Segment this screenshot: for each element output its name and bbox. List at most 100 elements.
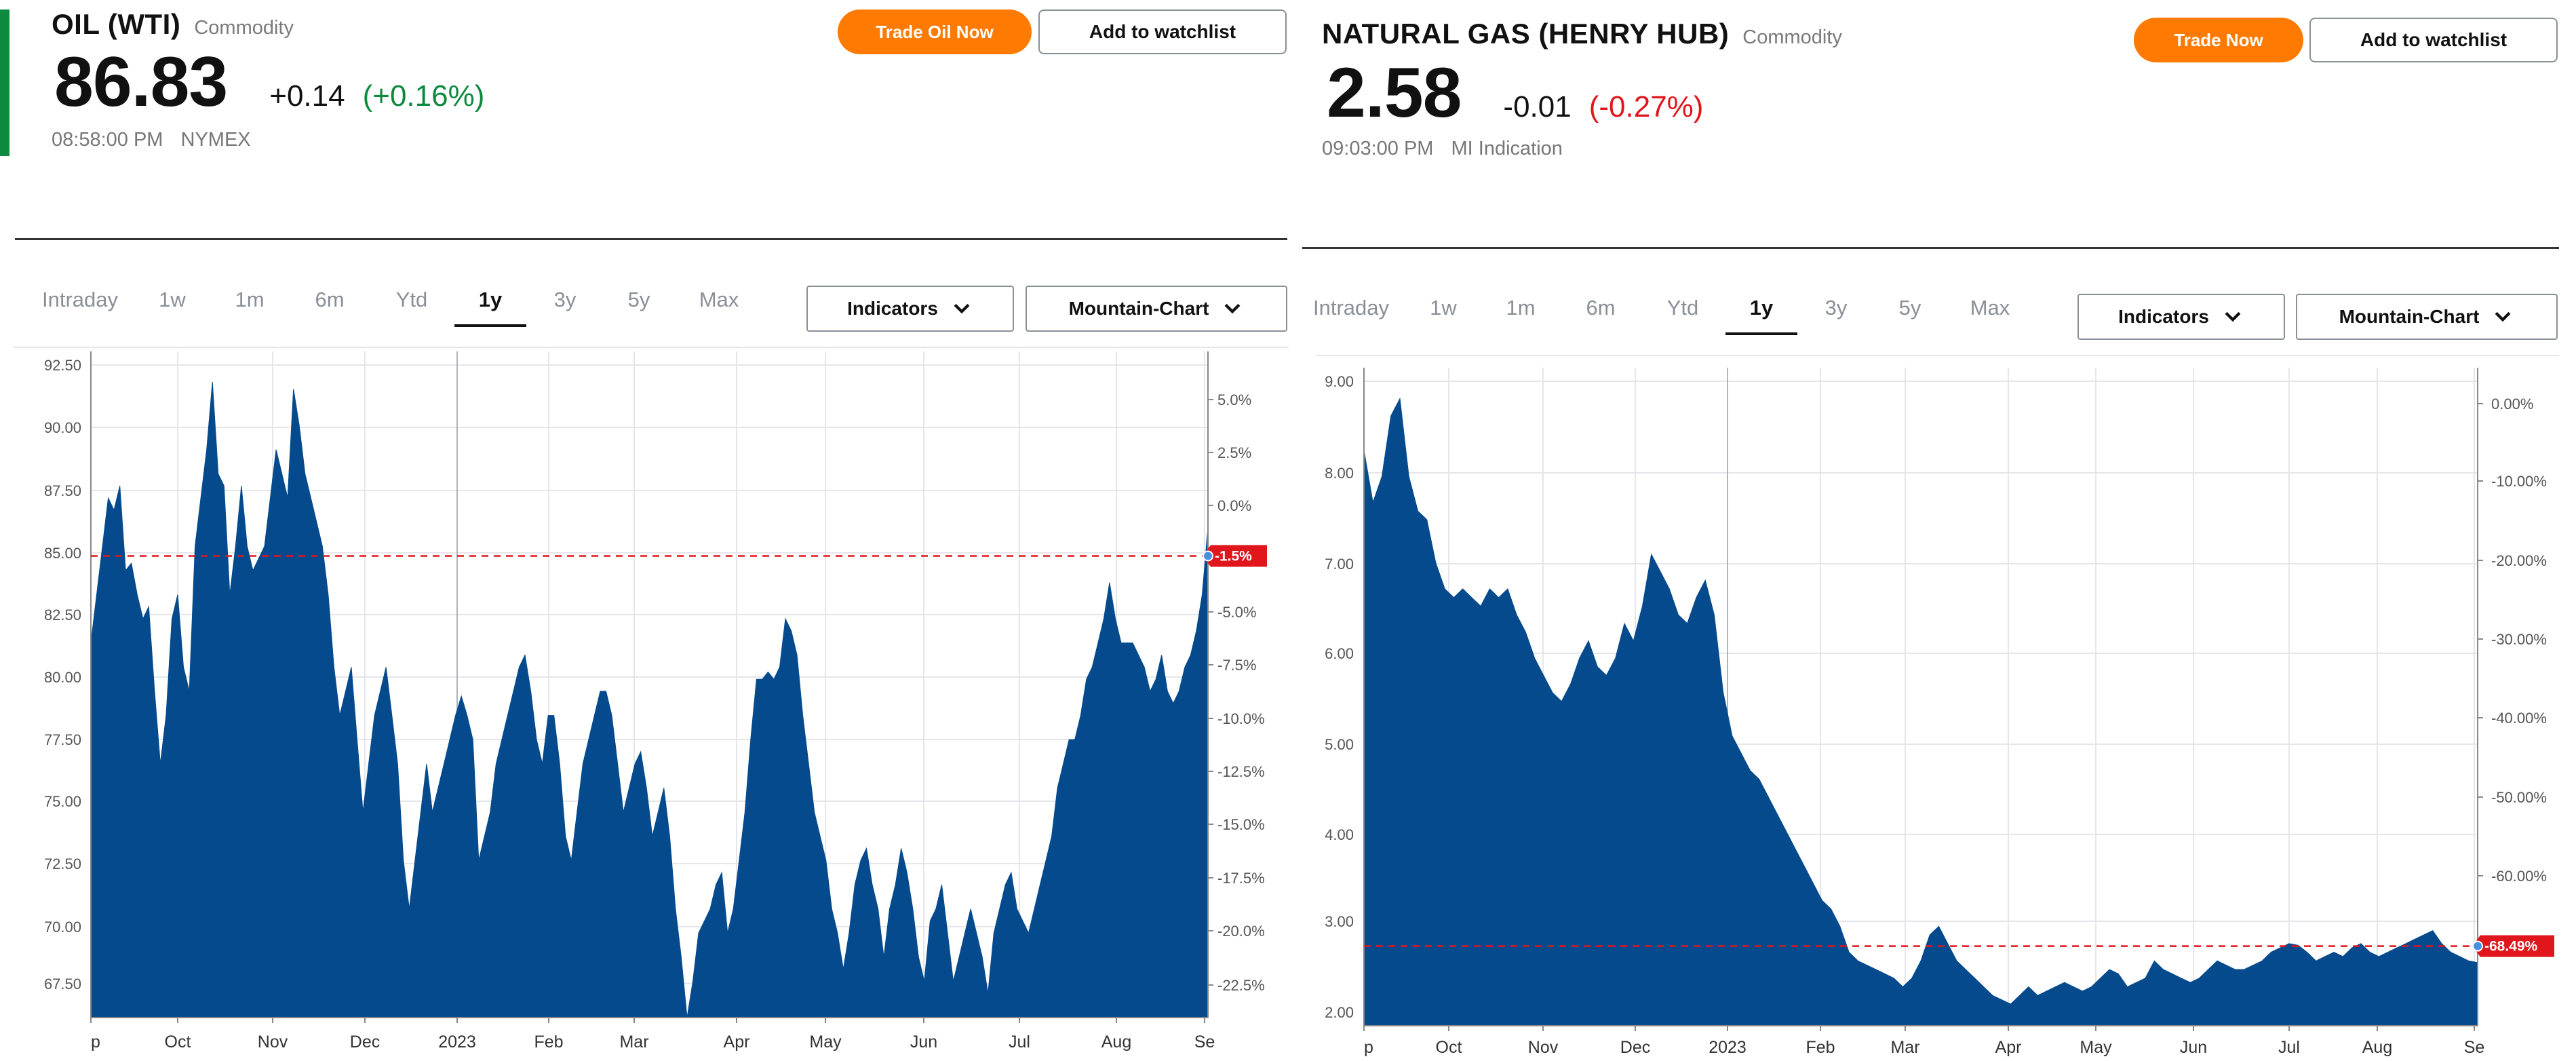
- oil-price-chart[interactable]: 92.50 90.00 87.50 85.00 82.50 80.00 77.50 75.00…: [0, 345, 1289, 1061]
- trade-button[interactable]: Trade Oil Now: [838, 9, 1032, 54]
- x-tick-label: Oct: [1436, 1038, 1462, 1057]
- y-tick-label: 6.00: [1325, 645, 1354, 662]
- y-tick-label: 90.00: [44, 419, 81, 436]
- y-right-tick-label: -17.5%: [1217, 870, 1265, 887]
- y-right-tick-label: 0.00%: [2491, 396, 2533, 412]
- tab-5y[interactable]: 5y: [627, 288, 650, 311]
- last-point-dot: [2472, 940, 2483, 952]
- y-tick-label: 72.50: [44, 855, 81, 872]
- price-change-percent: (+0.16%): [362, 79, 485, 113]
- indicators-label: Indicators: [847, 298, 938, 319]
- add-to-watchlist-button[interactable]: Add to watchlist: [1038, 9, 1287, 54]
- marker-label: -68.49%: [2484, 939, 2538, 954]
- y-tick-label: 87.50: [44, 482, 81, 499]
- x-tick-label: Se: [1194, 1033, 1215, 1052]
- y-tick-label: 4.00: [1325, 826, 1354, 843]
- y-tick-label: 3.00: [1325, 913, 1354, 930]
- y-tick-label: 9.00: [1325, 373, 1354, 390]
- x-tick-label: Jun: [910, 1033, 937, 1052]
- chart-type-dropdown[interactable]: Mountain-Chart: [2296, 294, 2558, 340]
- y-tick-label: 5.00: [1325, 736, 1354, 753]
- price-row: 2.58 -0.01 (-0.27%): [1327, 53, 1703, 134]
- tab-6m[interactable]: 6m: [315, 288, 345, 311]
- tab-1y[interactable]: 1y: [452, 288, 529, 312]
- x-tick-label: Apr: [1995, 1038, 2022, 1057]
- marker-badge: [1203, 545, 1267, 567]
- tab-1m[interactable]: 1m: [1506, 296, 1536, 320]
- chart-type-label: Mountain-Chart: [1068, 298, 1209, 319]
- x-tick-label: Dec: [1620, 1038, 1650, 1057]
- indicators-dropdown[interactable]: Indicators: [2077, 294, 2285, 340]
- y-right-tick-label: -40.00%: [2491, 710, 2547, 727]
- y-right-tick-label: -50.00%: [2491, 789, 2547, 806]
- time-range-tabs: Intraday 1w 1m 6m Ytd 1y 3y 5y Max: [1298, 296, 2032, 320]
- tab-max[interactable]: Max: [699, 288, 739, 311]
- y-tick-label: 70.00: [44, 919, 81, 935]
- y-right-tick-label: 5.0%: [1217, 391, 1251, 408]
- price-area-series[interactable]: [90, 381, 1209, 1018]
- chevron-down-icon: [2495, 311, 2511, 322]
- y-right-tick-label: -22.5%: [1217, 977, 1265, 994]
- tab-5y[interactable]: 5y: [1898, 296, 1921, 320]
- indicators-dropdown[interactable]: Indicators: [806, 286, 1014, 332]
- y-tick-label: 92.50: [44, 357, 81, 374]
- x-tick-label: p: [91, 1033, 100, 1052]
- x-tick-label: May: [809, 1033, 842, 1052]
- chevron-down-icon: [2225, 311, 2241, 322]
- y-tick-label: 80.00: [44, 669, 81, 686]
- y-right-tick-label: -30.00%: [2491, 631, 2547, 648]
- price-direction-bar: [0, 9, 9, 156]
- tab-1m[interactable]: 1m: [235, 288, 265, 311]
- quote-time: 09:03:00 PM: [1322, 138, 1434, 159]
- x-tick-label: May: [2080, 1038, 2112, 1057]
- y-right-tick-label: 0.0%: [1217, 497, 1251, 514]
- tab-6m[interactable]: 6m: [1586, 296, 1616, 320]
- price-area-series[interactable]: [1363, 397, 2478, 1026]
- oil-panel: OIL (WTI) Commodity 86.83 +0.14 (+0.16%)…: [0, 0, 1289, 1061]
- tab-intraday[interactable]: Intraday: [41, 288, 118, 311]
- y-right-tick-label: -7.5%: [1217, 657, 1256, 674]
- quote-time-row: 08:58:00 PM NYMEX: [52, 129, 251, 151]
- tab-1y[interactable]: 1y: [1723, 296, 1800, 320]
- tab-3y[interactable]: 3y: [1824, 296, 1848, 320]
- time-range-tabs: Intraday 1w 1m 6m Ytd 1y 3y 5y Max: [27, 288, 761, 312]
- tab-1w[interactable]: 1w: [159, 288, 186, 311]
- y-tick-label: 77.50: [44, 731, 81, 748]
- x-tick-label: 2023: [438, 1033, 476, 1052]
- last-price: 86.83: [54, 43, 228, 121]
- y-tick-label: 85.00: [44, 545, 81, 562]
- tab-max[interactable]: Max: [1970, 296, 2010, 320]
- tab-ytd[interactable]: Ytd: [395, 288, 428, 311]
- y-right-tick-label: -10.0%: [1217, 710, 1265, 727]
- header-divider: [1302, 247, 2559, 249]
- tab-intraday[interactable]: Intraday: [1312, 296, 1389, 320]
- x-tick-label: Feb: [534, 1033, 563, 1052]
- add-to-watchlist-button[interactable]: Add to watchlist: [2309, 18, 2558, 62]
- natural-gas-price-chart[interactable]: 9.00 8.00 7.00 6.00 5.00 4.00 3.00 2.00 0.00% -10…: [1302, 353, 2576, 1061]
- instrument-type: Commodity: [1742, 26, 1842, 48]
- tab-ytd[interactable]: Ytd: [1666, 296, 1699, 320]
- header-divider: [15, 238, 1287, 240]
- tab-3y[interactable]: 3y: [553, 288, 577, 311]
- y-tick-label: 8.00: [1325, 465, 1354, 482]
- y-right-tick-label: -12.5%: [1217, 763, 1265, 780]
- y-tick-label: 7.00: [1325, 556, 1354, 573]
- x-tick-label: p: [1364, 1038, 1373, 1057]
- trade-button[interactable]: Trade Now: [2134, 18, 2303, 62]
- x-tick-label: Jul: [2278, 1038, 2300, 1057]
- percent-change-marker: -1.5%: [1203, 545, 1267, 567]
- x-tick-label: Jun: [2180, 1038, 2207, 1057]
- y-tick-label: 82.50: [44, 606, 81, 623]
- price-row: 86.83 +0.14 (+0.16%): [54, 42, 484, 123]
- quote-source: MI Indication: [1451, 138, 1563, 159]
- x-tick-label: Oct: [165, 1033, 191, 1052]
- tab-1w[interactable]: 1w: [1430, 296, 1457, 320]
- chevron-down-icon: [1225, 303, 1241, 314]
- x-tick-label: Aug: [1101, 1033, 1131, 1052]
- indicators-label: Indicators: [2118, 306, 2209, 327]
- percent-change-marker: -68.49%: [2472, 935, 2554, 957]
- x-tick-label: Aug: [2362, 1038, 2392, 1057]
- chart-type-dropdown[interactable]: Mountain-Chart: [1026, 286, 1287, 332]
- y-tick-label: 67.50: [44, 976, 81, 992]
- instrument-type: Commodity: [194, 17, 294, 39]
